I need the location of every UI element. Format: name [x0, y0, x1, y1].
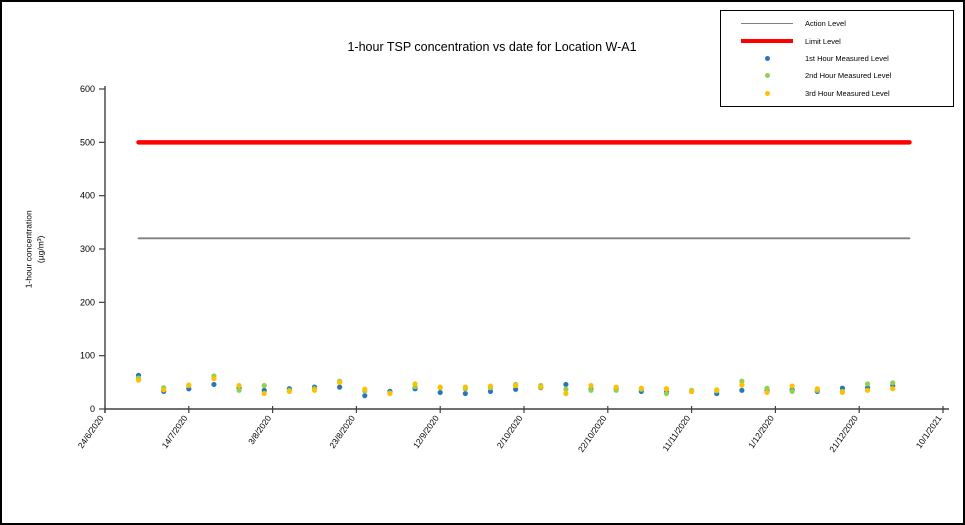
y-tick-label: 400: [80, 191, 95, 201]
data-point-series-3: [638, 385, 644, 391]
data-point-series-3: [487, 383, 494, 389]
swatch-shape: [764, 55, 770, 61]
chart-title: 1-hour TSP concentration vs date for Loc…: [347, 40, 637, 54]
data-point-series-3: [387, 390, 393, 397]
legend-item: 3rd Hour Measured Level: [721, 86, 953, 101]
y-tick-label: 500: [80, 137, 95, 147]
data-point-series-3: [412, 381, 418, 387]
data-point-series-3: [311, 387, 318, 393]
data-point-series-2: [739, 378, 745, 384]
data-point-series-2: [864, 381, 871, 387]
legend: Action Level Limit Level 1st Hour Measured…: [720, 10, 954, 107]
x-tick-label: 22/10/2020: [576, 413, 609, 454]
data-point-series-2: [261, 382, 267, 389]
data-point-series-2: [663, 390, 670, 397]
data-point-series-2: [236, 387, 242, 393]
data-point-series-3: [236, 382, 242, 389]
y-tick-label: 100: [80, 351, 95, 361]
data-point-series-3: [135, 377, 142, 383]
data-point-series-3: [890, 386, 896, 392]
legend-item: 1st Hour Measured Level: [721, 51, 953, 66]
legend-item: Action Level: [721, 16, 953, 31]
limit-level-line-swatch-icon: [739, 39, 795, 44]
data-point-series-3: [864, 387, 871, 393]
data-point-series-1: [211, 381, 217, 388]
data-point-series-2: [789, 388, 795, 394]
legend-item: Limit Level: [721, 34, 953, 49]
swatch-shape: [741, 39, 793, 44]
data-point-series-1: [337, 384, 343, 390]
legend-item-label: Limit Level: [805, 36, 841, 46]
data-point-series-3: [689, 388, 695, 394]
data-point-series-3: [513, 382, 519, 389]
x-tick-label: 21/12/2020: [827, 413, 860, 454]
data-point-series-3: [588, 382, 594, 389]
data-point-series-3: [186, 382, 192, 388]
legend-item-label: 1st Hour Measured Level: [805, 53, 889, 63]
x-tick-label: 14/7/2020: [160, 413, 190, 450]
x-tick-label: 2/10/2020: [495, 413, 525, 450]
data-point-series-1: [462, 390, 468, 397]
x-tick-label: 1/12/2020: [746, 413, 776, 450]
legend-item: 2nd Hour Measured Level: [721, 68, 953, 83]
data-point-series-1: [563, 381, 569, 388]
swatch-shape: [764, 73, 770, 79]
action-level-line-swatch-icon: [739, 23, 795, 25]
data-point-series-3: [764, 389, 770, 396]
data-point-series-1: [362, 393, 368, 399]
data-point-series-1: [513, 386, 519, 392]
data-point-series-3: [462, 384, 468, 390]
legend-item-label: Action Level: [805, 19, 846, 29]
data-point-series-3: [362, 386, 368, 392]
x-tick-label: 3/8/2020: [246, 413, 273, 446]
measured-level-dot-swatch-icon: [739, 73, 795, 79]
data-point-series-1: [437, 389, 443, 396]
legend-item-label: 3rd Hour Measured Level: [805, 88, 890, 98]
data-point-series-3: [161, 387, 167, 393]
data-point-series-3: [337, 379, 343, 385]
swatch-shape: [741, 23, 793, 25]
data-point-series-3: [563, 390, 569, 397]
data-point-series-1: [487, 388, 494, 394]
measured-level-dot-swatch-icon: [739, 55, 795, 61]
data-point-series-3: [437, 384, 443, 390]
data-point-series-3: [538, 384, 544, 390]
data-point-series-2: [563, 386, 569, 392]
data-point-series-3: [714, 387, 720, 393]
data-point-series-3: [286, 388, 292, 394]
y-tick-label: 600: [80, 84, 95, 94]
data-point-series-2: [890, 380, 896, 386]
x-tick-label: 12/9/2020: [411, 413, 441, 450]
swatch-shape: [764, 90, 770, 96]
data-point-series-3: [739, 382, 745, 388]
data-point-series-3: [663, 386, 670, 392]
x-tick-label: 23/8/2020: [327, 413, 357, 450]
data-point-series-3: [613, 384, 619, 390]
legend-item-label: 2nd Hour Measured Level: [805, 71, 892, 81]
data-point-series-3: [839, 389, 846, 396]
data-point-series-3: [261, 390, 267, 397]
y-tick-label: 300: [80, 244, 95, 254]
data-point-series-3: [211, 376, 217, 382]
data-point-series-1: [739, 387, 745, 393]
data-point-series-3: [789, 383, 795, 389]
data-point-series-3: [814, 386, 820, 392]
y-tick-label: 0: [90, 404, 95, 414]
x-tick-label: 10/1/2021: [914, 413, 944, 450]
data-point-series-2: [588, 387, 594, 393]
measured-level-dot-swatch-icon: [739, 90, 795, 96]
data-point-series-2: [764, 385, 770, 391]
x-tick-label: 11/11/2020: [660, 413, 692, 453]
y-tick-label: 200: [80, 297, 95, 307]
x-tick-label: 24/6/2020: [76, 413, 106, 450]
